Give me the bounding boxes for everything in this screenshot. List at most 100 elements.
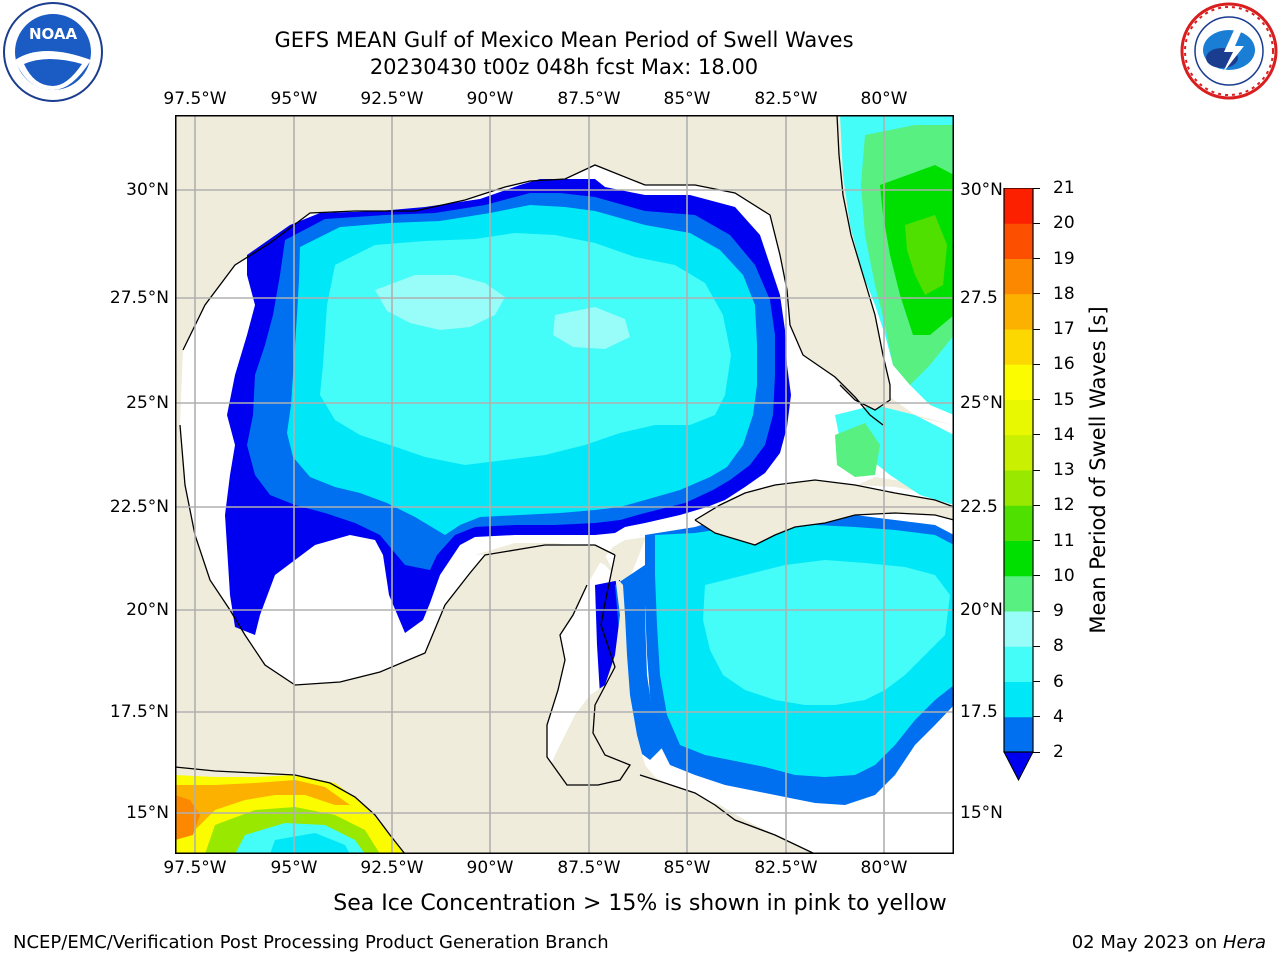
lat-label-right: 15°N <box>960 803 1003 823</box>
colorbar-tick-mark <box>1033 540 1040 541</box>
colorbar-tick-mark <box>1033 645 1040 647</box>
lon-label-top: 97.5°W <box>163 89 227 109</box>
colorbar-tick-mark <box>1033 222 1040 224</box>
swell-atl-11 <box>905 215 947 295</box>
colorbar-segment <box>1004 575 1033 612</box>
lon-label-bottom: 90°W <box>466 858 514 878</box>
footer-date-text: 02 May 2023 on <box>1071 932 1223 953</box>
footer-date: 02 May 2023 on Hera <box>1072 932 1266 954</box>
swell-gulf-9 <box>375 275 505 330</box>
colorbar-segment <box>1004 364 1033 400</box>
chart-title: GEFS MEAN Gulf of Mexico Mean Period of … <box>274 28 854 52</box>
colorbar-extend <box>1003 751 1034 782</box>
colorbar-tick-label: 10 <box>1053 565 1075 586</box>
colorbar-segments <box>1004 188 1033 753</box>
colorbar-tick-label: 16 <box>1053 354 1075 375</box>
lat-label-left: 27.5°N <box>109 288 169 308</box>
colorbar-segment <box>1004 681 1033 718</box>
colorbar-tick-label: 19 <box>1053 248 1075 269</box>
yucatan-land <box>475 543 795 854</box>
colorbar-tick-mark <box>1033 681 1040 682</box>
colorbar-segment <box>1004 434 1033 471</box>
lon-label-bottom: 95°W <box>270 858 318 878</box>
lon-label-top: 90°W <box>466 89 514 109</box>
lat-label-right: 22.5 <box>960 497 998 517</box>
colorbar-tick-label: 2 <box>1053 742 1064 762</box>
lat-label-left: 20°N <box>126 600 169 620</box>
colorbar-tick-mark <box>1033 575 1040 577</box>
colorbar-tick-mark <box>1033 187 1040 189</box>
colorbar-tick-label: 12 <box>1053 495 1075 516</box>
colorbar-tick-mark <box>1033 434 1040 436</box>
colorbar-tick-label: 8 <box>1053 636 1064 657</box>
lat-label-left: 22.5°N <box>109 497 169 517</box>
lon-label-top: 85°W <box>663 89 711 109</box>
colorbar-segment <box>1004 329 1033 365</box>
colorbar-tick-mark <box>1033 399 1040 400</box>
colorbar-label: Mean Period of Swell Waves [s] <box>1086 306 1110 634</box>
colorbar-segment <box>1004 646 1033 682</box>
colorbar-tick-label: 18 <box>1053 283 1075 304</box>
colorbar-tick-label: 20 <box>1053 213 1075 234</box>
colorbar-tick-label: 21 <box>1053 178 1075 198</box>
colorbar-tick-label: 11 <box>1053 530 1075 551</box>
colorbar-tick-mark <box>1033 293 1040 295</box>
map-frame <box>175 115 954 854</box>
colorbar-tick-mark <box>1033 751 1040 753</box>
lon-label-bottom: 92.5°W <box>360 858 424 878</box>
swell-pacific-dark-orange <box>175 795 200 840</box>
gulf-map <box>175 115 954 854</box>
lon-label-bottom: 80°W <box>860 858 908 878</box>
lat-label-right: 27.5 <box>960 288 998 308</box>
lon-label-top: 87.5°W <box>557 89 621 109</box>
lon-label-bottom: 87.5°W <box>557 858 621 878</box>
colorbar-tick-label: 6 <box>1053 671 1064 692</box>
colorbar-tick-label: 17 <box>1053 319 1075 339</box>
colorbar-segment <box>1004 399 1033 436</box>
lon-label-top: 95°W <box>270 89 318 109</box>
colorbar-tick-label: 13 <box>1053 460 1075 480</box>
lat-label-left: 25°N <box>126 393 169 413</box>
colorbar-tick-mark <box>1033 328 1040 330</box>
lon-label-bottom: 97.5°W <box>163 858 227 878</box>
colorbar-tick-mark <box>1033 504 1040 506</box>
colorbar-tick-label: 15 <box>1053 389 1075 410</box>
swell-pacific-orange <box>175 780 350 835</box>
colorbar-segment <box>1004 223 1033 259</box>
colorbar-tick-mark <box>1033 258 1040 259</box>
lat-label-right: 17.5 <box>960 702 998 722</box>
chart-subtitle: 20230430 t00z 048h fcst Max: 18.00 <box>369 55 759 79</box>
colorbar-segment <box>1004 293 1033 330</box>
lat-label-right: 25°N <box>960 393 1003 413</box>
swell-pacific-light <box>270 833 350 854</box>
lon-label-bottom: 82.5°W <box>754 858 818 878</box>
colorbar-segment <box>1004 716 1033 753</box>
lat-label-left: 30°N <box>126 180 169 200</box>
colorbar-tick-mark <box>1033 610 1040 612</box>
noaa-logo-icon: NOAA <box>3 2 103 102</box>
nws-logo-icon <box>1180 2 1278 100</box>
coastlines <box>175 115 954 854</box>
colorbar-segment <box>1004 258 1033 295</box>
sea-ice-note: Sea Ice Concentration > 15% is shown in … <box>333 891 947 916</box>
lat-label-left: 15°N <box>126 803 169 823</box>
colorbar-segment <box>1004 611 1033 647</box>
colorbar-tick-mark <box>1033 716 1040 718</box>
colorbar-tick-mark <box>1033 363 1040 365</box>
lat-label-right: 30°N <box>960 180 1003 200</box>
footer-host: Hera <box>1222 932 1266 953</box>
colorbar-segment <box>1004 540 1033 577</box>
noaa-logo-text: NOAA <box>29 25 78 43</box>
colorbar <box>1003 188 1034 782</box>
swell-gulf-9b <box>553 307 630 349</box>
lat-label-left: 17.5°N <box>109 702 169 722</box>
florida-land <box>775 115 890 410</box>
lon-label-top: 92.5°W <box>360 89 424 109</box>
gridlines <box>175 115 954 854</box>
lon-label-top: 80°W <box>860 89 908 109</box>
colorbar-segment <box>1004 505 1033 541</box>
colorbar-tick-mark <box>1033 469 1040 471</box>
colorbar-segment <box>1004 470 1033 506</box>
colorbar-tick-label: 14 <box>1053 424 1075 445</box>
cuba-land <box>695 480 954 545</box>
